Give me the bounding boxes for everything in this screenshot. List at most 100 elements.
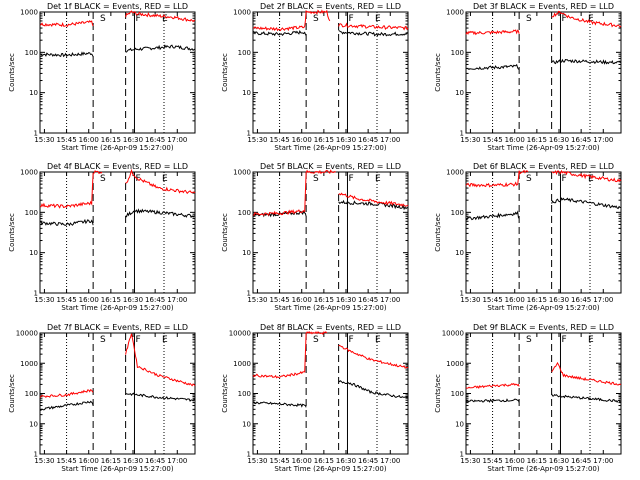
x-tick-label: 16:15 bbox=[314, 296, 334, 304]
lld-series-line bbox=[39, 389, 94, 399]
y-tick-label: 1 bbox=[247, 290, 251, 298]
events-series-line bbox=[551, 58, 622, 65]
x-tick-label: 16:30 bbox=[336, 296, 356, 304]
panel-6: Det 6f BLACK = Events, RED = LLD 1 10 100 10… bbox=[434, 162, 622, 312]
x-axis-label: Start Time (26-Apr-09 15:27:00) bbox=[487, 144, 599, 152]
y-tick-label: 10 bbox=[29, 89, 38, 97]
y-tick-label: 10 bbox=[242, 249, 251, 257]
x-tick-label: 16:00 bbox=[292, 457, 312, 465]
y-axis-label: Counts/sec bbox=[221, 374, 229, 413]
x-tick-label: 16:15 bbox=[314, 457, 334, 465]
lld-series-line bbox=[125, 168, 196, 195]
x-tick-label: 15:45 bbox=[56, 457, 76, 465]
marker-E: E bbox=[588, 14, 594, 24]
marker-F: F bbox=[135, 335, 140, 345]
x-tick-label: 16:15 bbox=[101, 457, 121, 465]
plot-frame bbox=[252, 332, 409, 455]
lld-series-line bbox=[338, 22, 409, 31]
y-axis-label: Counts/sec bbox=[8, 374, 16, 413]
marker-F: F bbox=[135, 14, 140, 24]
marker-F: F bbox=[561, 14, 566, 24]
marker-E: E bbox=[588, 335, 594, 345]
x-axis-label: Start Time (26-Apr-09 15:27:00) bbox=[274, 304, 386, 312]
marker-S: S bbox=[526, 335, 532, 345]
panel-title: Det 6f BLACK = Events, RED = LLD bbox=[473, 162, 614, 171]
x-tick-label: 16:45 bbox=[571, 136, 591, 144]
y-tick-label: 10000 bbox=[16, 330, 38, 338]
y-tick-label: 1 bbox=[460, 130, 464, 138]
x-tick-label: 16:15 bbox=[314, 136, 334, 144]
y-axis-label: Counts/sec bbox=[8, 213, 16, 252]
marker-E: E bbox=[375, 14, 381, 24]
marker-S: S bbox=[100, 14, 106, 24]
x-tick-label: 16:00 bbox=[505, 457, 525, 465]
y-tick-label: 10000 bbox=[229, 330, 251, 338]
x-tick-label: 17:00 bbox=[167, 136, 187, 144]
x-tick-label: 17:00 bbox=[593, 457, 613, 465]
y-tick-label: 10 bbox=[29, 420, 38, 428]
lld-series-line bbox=[39, 170, 103, 209]
x-tick-label: 15:30 bbox=[460, 296, 480, 304]
lld-series-line bbox=[125, 333, 196, 387]
y-tick-label: 1000 bbox=[233, 9, 251, 17]
x-tick-label: 16:45 bbox=[145, 136, 165, 144]
y-tick-label: 1000 bbox=[20, 9, 38, 17]
x-tick-label: 15:45 bbox=[56, 136, 76, 144]
y-axis-label: Counts/sec bbox=[434, 53, 442, 92]
lld-series-line bbox=[551, 10, 622, 28]
events-series-line bbox=[125, 208, 196, 219]
events-series-line bbox=[338, 199, 409, 211]
x-tick-label: 16:45 bbox=[358, 136, 378, 144]
panel-title: Det 9f BLACK = Events, RED = LLD bbox=[473, 323, 614, 332]
x-axis-label: Start Time (26-Apr-09 15:27:00) bbox=[487, 304, 599, 312]
panel-2: Det 2f BLACK = Events, RED = LLD 1 10 100 10… bbox=[221, 2, 409, 152]
events-series-line bbox=[338, 380, 409, 399]
x-tick-label: 16:15 bbox=[101, 136, 121, 144]
panel-7: Det 7f BLACK = Events, RED = LLD 1 10 100 10… bbox=[8, 323, 196, 473]
marker-S: S bbox=[100, 174, 106, 184]
events-series-line bbox=[39, 400, 94, 411]
y-tick-label: 100 bbox=[238, 49, 251, 57]
y-tick-label: 1000 bbox=[233, 360, 251, 368]
y-tick-label: 100 bbox=[25, 209, 38, 217]
lld-series-line bbox=[551, 169, 622, 183]
x-tick-label: 16:00 bbox=[292, 296, 312, 304]
y-axis-label: Counts/sec bbox=[434, 374, 442, 413]
x-tick-label: 16:30 bbox=[336, 457, 356, 465]
marker-E: E bbox=[162, 335, 168, 345]
marker-E: E bbox=[162, 174, 168, 184]
x-tick-label: 16:30 bbox=[123, 136, 143, 144]
x-axis-label: Start Time (26-Apr-09 15:27:00) bbox=[487, 465, 599, 473]
panel-5: Det 5f BLACK = Events, RED = LLD 1 10 100 10… bbox=[221, 162, 409, 312]
panel-title: Det 8f BLACK = Events, RED = LLD bbox=[260, 323, 401, 332]
x-tick-label: 16:30 bbox=[549, 457, 569, 465]
lld-series-line bbox=[338, 192, 409, 207]
marker-F: F bbox=[561, 174, 566, 184]
y-tick-label: 10 bbox=[455, 89, 464, 97]
x-tick-label: 15:45 bbox=[269, 296, 289, 304]
y-tick-label: 1 bbox=[247, 130, 251, 138]
marker-S: S bbox=[526, 174, 532, 184]
lld-series-line bbox=[252, 169, 336, 217]
events-series-line bbox=[252, 401, 307, 408]
marker-S: S bbox=[100, 335, 106, 345]
x-axis-label: Start Time (26-Apr-09 15:27:00) bbox=[274, 144, 386, 152]
x-tick-label: 15:30 bbox=[247, 457, 267, 465]
x-tick-label: 15:30 bbox=[34, 457, 54, 465]
plot-frame bbox=[465, 11, 622, 134]
marker-S: S bbox=[313, 14, 319, 24]
panel-4: Det 4f BLACK = Events, RED = LLD 1 10 100 10… bbox=[8, 162, 196, 312]
x-tick-label: 16:45 bbox=[571, 457, 591, 465]
x-tick-label: 16:45 bbox=[571, 296, 591, 304]
panel-title: Det 2f BLACK = Events, RED = LLD bbox=[260, 2, 401, 11]
plot-frame bbox=[39, 332, 196, 455]
y-tick-label: 10 bbox=[455, 420, 464, 428]
marker-S: S bbox=[313, 335, 319, 345]
x-axis-label: Start Time (26-Apr-09 15:27:00) bbox=[61, 304, 173, 312]
marker-F: F bbox=[348, 174, 353, 184]
x-axis-label: Start Time (26-Apr-09 15:27:00) bbox=[274, 465, 386, 473]
x-tick-label: 15:30 bbox=[247, 136, 267, 144]
x-tick-label: 16:30 bbox=[336, 136, 356, 144]
marker-E: E bbox=[162, 14, 168, 24]
lld-series-line bbox=[465, 382, 520, 390]
